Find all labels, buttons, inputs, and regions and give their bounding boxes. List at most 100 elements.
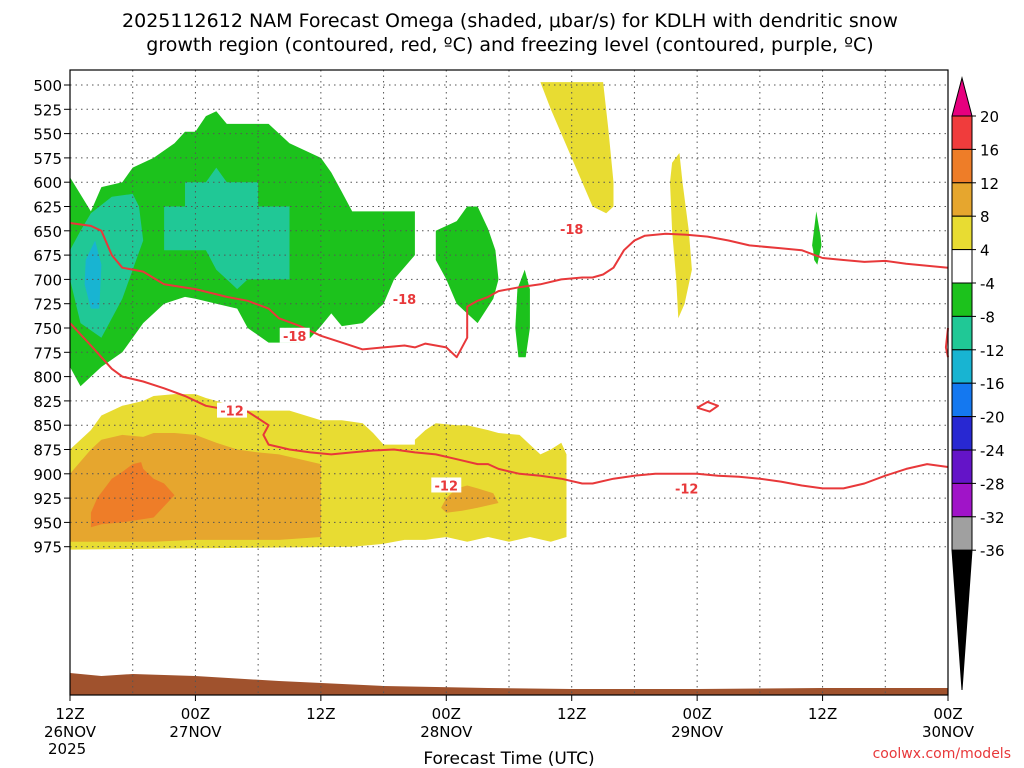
x-tick-label: 12Z [808, 705, 837, 723]
x-tick-label: 29NOV [671, 723, 724, 741]
y-tick-label: 650 [33, 223, 62, 241]
minus-12-contour [69, 322, 949, 490]
colorbar-label: 20 [980, 108, 999, 126]
y-tick-label: 625 [33, 199, 62, 217]
omega-region-teal-1 [70, 193, 144, 338]
colorbar-label: -4 [980, 275, 995, 293]
terrain-ground [70, 673, 948, 695]
contour-label-bg [217, 402, 248, 418]
x-tick-label: 00Z [432, 705, 461, 723]
contour-label-bg [279, 327, 310, 343]
colorbar-label: -20 [980, 409, 1005, 427]
y-tick-label: 950 [33, 514, 62, 532]
contour-label-bg [671, 480, 702, 496]
colorbar-label: 16 [980, 141, 999, 159]
colorbar-segment [951, 416, 973, 451]
y-tick-label: 875 [33, 442, 62, 460]
y-tick-label: 675 [33, 247, 62, 265]
colorbar-label: 12 [980, 175, 999, 193]
colorbar-bottom-arrow [951, 549, 973, 691]
x-tick-label: 30NOV [922, 723, 975, 741]
pressure-axis: 500 525 550 575 600 625 650 675 700 725 750 775 800 8… [33, 77, 70, 557]
omega-shading [70, 82, 822, 550]
y-tick-label: 525 [33, 101, 62, 119]
colorbar-label: -24 [980, 442, 1005, 460]
y-tick-label: 550 [33, 126, 62, 144]
x-tick-label: 27NOV [169, 723, 222, 741]
y-tick-label: 925 [33, 490, 62, 508]
x-tick-label: 2025 [48, 740, 86, 758]
omega-region-green-4 [812, 211, 822, 265]
colorbar-label: -36 [980, 542, 1005, 560]
y-tick-label: 725 [33, 296, 62, 314]
y-tick-label: 500 [33, 77, 62, 95]
minus-18-edge [944, 327, 949, 358]
colorbar-segment [951, 516, 973, 551]
colorbar-segment [951, 349, 973, 384]
x-tick-label: 12Z [557, 705, 586, 723]
plot-frame [69, 69, 949, 696]
colorbar-label: -32 [980, 509, 1005, 527]
colorbar-label: -16 [980, 375, 1005, 393]
omega-region-yellow-2 [540, 82, 614, 214]
isotherm-contours: -18 -18 -18 -12 -12 -12 [69, 220, 949, 497]
y-tick-label: 975 [33, 539, 62, 557]
colorbar-label: -12 [980, 342, 1005, 360]
colorbar-label: 8 [980, 208, 990, 226]
y-tick-label: 800 [33, 369, 62, 387]
colorbar-segment [951, 282, 973, 317]
omega-region-green-2 [435, 206, 499, 324]
omega-region-cyan-1 [84, 240, 102, 309]
minus-12-loop [696, 400, 719, 413]
y-tick-label: 750 [33, 320, 62, 338]
colorbar-segment [951, 482, 973, 518]
contour-label: -12 [675, 482, 699, 497]
contour-label-bg [389, 290, 420, 306]
x-tick-label: 00Z [682, 705, 711, 723]
colorbar-segment [951, 249, 973, 284]
colorbar-segment [951, 215, 973, 251]
colorbar: 20 16 12 8 4 -4 -8 -12 -16 -20 -24 -28 -32 -36 [951, 76, 1005, 691]
colorbar-segment [951, 382, 973, 418]
x-tick-label: 28NOV [420, 723, 473, 741]
minus-18-contour [69, 222, 949, 359]
contour-label: -18 [283, 330, 307, 345]
colorbar-top-arrow [951, 76, 973, 117]
colorbar-label: -28 [980, 475, 1005, 493]
colorbar-segment [951, 148, 973, 184]
contour-label-bg [556, 220, 587, 236]
colorbar-segment [951, 315, 973, 351]
x-tick-label: 12Z [306, 705, 335, 723]
plot-area: -18 -18 -18 -12 -12 -12 [69, 69, 949, 696]
x-tick-label: 26NOV [44, 723, 97, 741]
x-tick-label: 00Z [933, 705, 962, 723]
colorbar-segment [951, 115, 973, 150]
chart-title-line-2: growth region (contoured, red, ºC) and f… [146, 34, 873, 56]
y-tick-label: 700 [33, 271, 62, 289]
y-tick-label: 575 [33, 150, 62, 168]
colorbar-segment [951, 449, 973, 484]
colorbar-segment [951, 182, 973, 217]
x-tick-label: 00Z [181, 705, 210, 723]
y-tick-label: 600 [33, 174, 62, 192]
y-tick-label: 775 [33, 344, 62, 362]
y-tick-label: 825 [33, 393, 62, 411]
omega-region-green-3 [515, 269, 530, 358]
contour-label: -12 [435, 479, 459, 494]
colorbar-label: -8 [980, 308, 995, 326]
credit-text: coolwx.com/models [873, 746, 1011, 762]
contour-label: -12 [220, 405, 244, 420]
grid-lines [70, 70, 948, 695]
contour-label-bg [431, 477, 462, 493]
contour-label: -18 [393, 293, 417, 308]
x-axis-label: Forecast Time (UTC) [423, 749, 594, 768]
omega-region-yellow-3 [670, 153, 692, 319]
terrain-layer [70, 673, 948, 695]
colorbar-label: 4 [980, 242, 990, 260]
chart-title-line-1: 2025112612 NAM Forecast Omega (shaded, μ… [122, 10, 898, 32]
x-tick-label: 12Z [55, 705, 84, 723]
y-tick-label: 900 [33, 466, 62, 484]
y-tick-label: 850 [33, 417, 62, 435]
